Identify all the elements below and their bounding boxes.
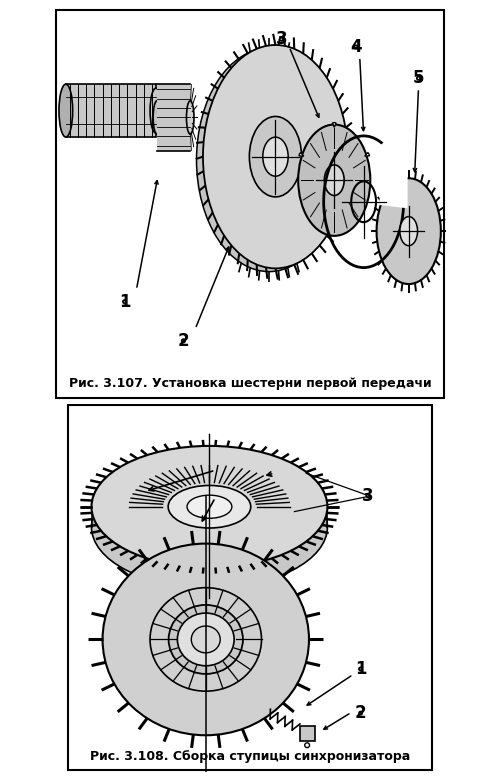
Polygon shape bbox=[92, 507, 328, 527]
FancyBboxPatch shape bbox=[56, 10, 444, 397]
Ellipse shape bbox=[250, 116, 302, 197]
Circle shape bbox=[359, 712, 362, 715]
Ellipse shape bbox=[400, 217, 417, 246]
Text: 3: 3 bbox=[276, 30, 287, 48]
Text: 2: 2 bbox=[178, 332, 189, 350]
Text: Рис. 3.108. Сборка ступицы синхронизатора: Рис. 3.108. Сборка ступицы синхронизатор… bbox=[90, 750, 410, 763]
Text: 5: 5 bbox=[413, 69, 424, 87]
Ellipse shape bbox=[168, 605, 243, 674]
Ellipse shape bbox=[263, 137, 288, 176]
Ellipse shape bbox=[187, 495, 232, 518]
Ellipse shape bbox=[192, 626, 220, 653]
Ellipse shape bbox=[168, 486, 250, 528]
Ellipse shape bbox=[298, 124, 370, 236]
Ellipse shape bbox=[376, 178, 441, 284]
Circle shape bbox=[123, 300, 126, 303]
Text: Рис. 3.107. Установка шестерни первой передачи: Рис. 3.107. Установка шестерни первой пе… bbox=[68, 376, 432, 390]
Wedge shape bbox=[299, 153, 304, 156]
Ellipse shape bbox=[92, 446, 328, 567]
Circle shape bbox=[366, 494, 370, 497]
Text: 3: 3 bbox=[362, 487, 374, 504]
Ellipse shape bbox=[102, 543, 309, 736]
Circle shape bbox=[417, 77, 420, 80]
Circle shape bbox=[359, 667, 362, 670]
Text: 1: 1 bbox=[119, 293, 130, 310]
Ellipse shape bbox=[150, 88, 162, 133]
Circle shape bbox=[182, 339, 185, 342]
FancyBboxPatch shape bbox=[300, 726, 314, 741]
Ellipse shape bbox=[59, 84, 72, 137]
Text: 1: 1 bbox=[355, 660, 366, 678]
Ellipse shape bbox=[153, 101, 160, 134]
FancyBboxPatch shape bbox=[68, 405, 432, 771]
Text: 4: 4 bbox=[350, 38, 362, 56]
Ellipse shape bbox=[92, 466, 328, 588]
FancyBboxPatch shape bbox=[66, 84, 156, 137]
Ellipse shape bbox=[186, 101, 194, 134]
Ellipse shape bbox=[178, 613, 234, 666]
Ellipse shape bbox=[203, 45, 348, 268]
Text: 2: 2 bbox=[355, 704, 366, 722]
Ellipse shape bbox=[196, 48, 342, 272]
Polygon shape bbox=[157, 84, 190, 151]
Polygon shape bbox=[380, 123, 407, 208]
Circle shape bbox=[354, 45, 358, 49]
Ellipse shape bbox=[324, 165, 344, 196]
Wedge shape bbox=[332, 123, 336, 127]
Circle shape bbox=[304, 743, 310, 747]
Circle shape bbox=[280, 37, 283, 41]
Wedge shape bbox=[365, 153, 370, 156]
Ellipse shape bbox=[172, 98, 183, 124]
